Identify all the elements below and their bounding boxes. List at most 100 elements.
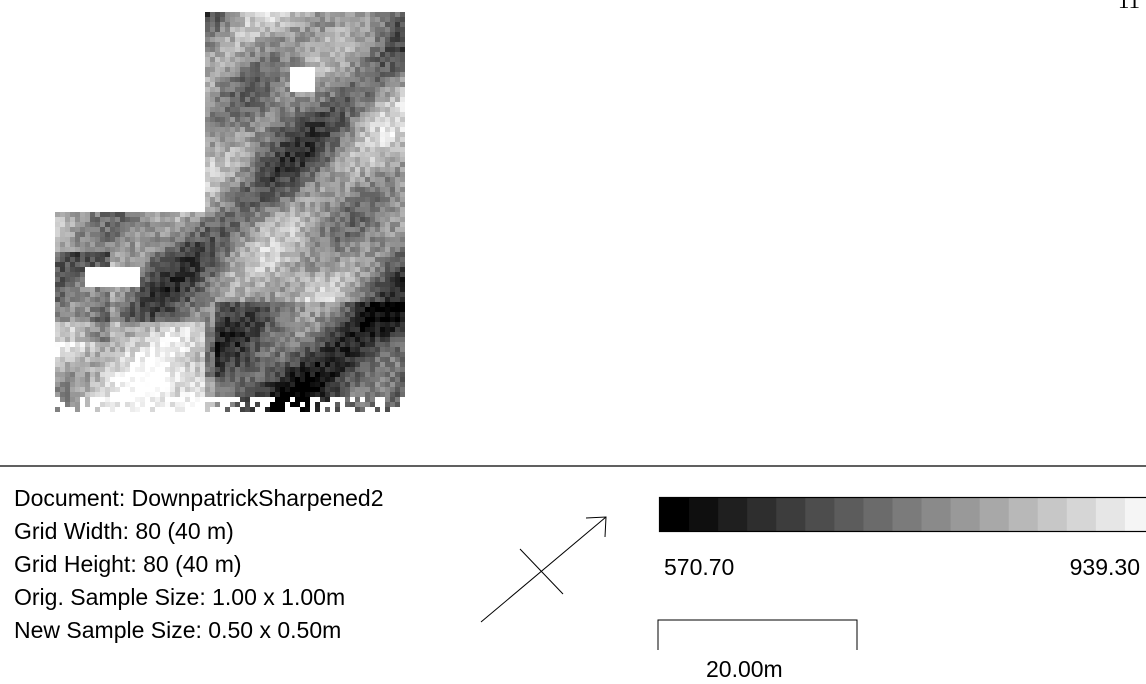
raster-cell: [225, 152, 230, 157]
raster-cell: [225, 222, 230, 227]
raster-cell: [340, 192, 345, 197]
raster-cell: [260, 187, 265, 192]
raster-cell: [395, 317, 400, 322]
raster-cell: [235, 117, 240, 122]
raster-cell: [260, 57, 265, 62]
raster-cell: [210, 252, 215, 257]
raster-cell: [155, 312, 160, 317]
raster-cell: [85, 257, 90, 262]
raster-cell: [185, 327, 190, 332]
raster-cell: [390, 72, 395, 77]
raster-cell: [275, 217, 280, 222]
raster-cell: [395, 187, 400, 192]
raster-cell: [335, 257, 340, 262]
raster-cell: [345, 47, 350, 52]
raster-cell: [300, 347, 305, 352]
raster-cell: [125, 222, 130, 227]
raster-cell: [245, 302, 250, 307]
raster-cell: [250, 102, 255, 107]
raster-cell: [55, 312, 60, 317]
raster-cell: [205, 62, 210, 67]
raster-cell: [330, 252, 335, 257]
raster-cell: [375, 32, 380, 37]
raster-cell: [245, 327, 250, 332]
raster-cell: [200, 342, 205, 347]
raster-cell: [125, 297, 130, 302]
raster-cell: [350, 62, 355, 67]
raster-cell: [395, 17, 400, 22]
raster-cell: [375, 217, 380, 222]
raster-cell: [195, 377, 200, 382]
raster-cell: [160, 377, 165, 382]
raster-cell: [220, 292, 225, 297]
raster-cell: [185, 272, 190, 277]
raster-cell: [360, 337, 365, 342]
raster-cell: [230, 82, 235, 87]
raster-cell: [210, 182, 215, 187]
raster-cell: [160, 252, 165, 257]
raster-cell: [180, 307, 185, 312]
raster-cell: [185, 322, 190, 327]
raster-cell: [75, 347, 80, 352]
raster-cell: [385, 342, 390, 347]
raster-cell: [280, 402, 285, 407]
raster-cell: [265, 317, 270, 322]
raster-cell: [335, 67, 340, 72]
raster-cell: [80, 257, 85, 262]
raster-cell: [280, 392, 285, 397]
raster-cell: [235, 222, 240, 227]
raster-cell: [95, 232, 100, 237]
raster-cell: [265, 12, 270, 17]
raster-cell: [300, 377, 305, 382]
raster-cell: [370, 157, 375, 162]
raster-cell: [265, 107, 270, 112]
raster-cell: [190, 217, 195, 222]
raster-cell: [355, 397, 360, 402]
raster-cell: [225, 162, 230, 167]
raster-cell: [250, 382, 255, 387]
raster-cell: [145, 282, 150, 287]
raster-cell: [270, 282, 275, 287]
raster-cell: [330, 92, 335, 97]
raster-cell: [140, 337, 145, 342]
raster-cell: [270, 17, 275, 22]
raster-cell: [80, 232, 85, 237]
raster-cell: [375, 147, 380, 152]
raster-cell: [235, 302, 240, 307]
raster-cell: [225, 342, 230, 347]
raster-cell: [300, 12, 305, 17]
raster-cell: [215, 307, 220, 312]
raster-cell: [195, 227, 200, 232]
raster-cell: [365, 117, 370, 122]
raster-cell: [335, 47, 340, 52]
raster-cell: [280, 67, 285, 72]
raster-cell: [315, 352, 320, 357]
raster-cell: [315, 207, 320, 212]
raster-cell: [250, 387, 255, 392]
raster-cell: [355, 287, 360, 292]
raster-cell: [380, 317, 385, 322]
raster-cell: [85, 232, 90, 237]
raster-cell: [165, 377, 170, 382]
raster-cell: [170, 237, 175, 242]
raster-cell: [210, 47, 215, 52]
raster-cell: [290, 322, 295, 327]
raster-cell: [400, 42, 405, 47]
raster-cell: [255, 152, 260, 157]
raster-cell: [330, 32, 335, 37]
raster-cell: [265, 307, 270, 312]
raster-cell: [375, 152, 380, 157]
raster-cell: [115, 212, 120, 217]
raster-cell: [350, 282, 355, 287]
raster-cell: [225, 322, 230, 327]
raster-cell: [315, 337, 320, 342]
raster-cell: [340, 362, 345, 367]
raster-cell: [285, 337, 290, 342]
raster-cell: [325, 267, 330, 272]
raster-cell: [245, 187, 250, 192]
raster-cell: [325, 17, 330, 22]
raster-cell: [190, 367, 195, 372]
raster-cell: [345, 177, 350, 182]
raster-cell: [125, 302, 130, 307]
raster-cell: [300, 42, 305, 47]
